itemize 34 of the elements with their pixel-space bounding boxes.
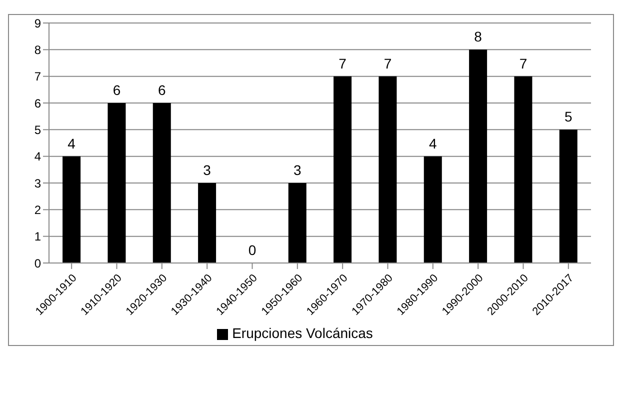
- data-label: 7: [338, 55, 347, 72]
- bar: [559, 130, 578, 263]
- bar: [288, 183, 306, 263]
- data-label: 3: [203, 162, 212, 178]
- y-tick-label: 9: [34, 16, 42, 30]
- y-tick-label: 6: [34, 96, 42, 110]
- data-label: 6: [112, 82, 121, 98]
- y-tick-label: 7: [34, 70, 42, 84]
- bar: [469, 50, 488, 263]
- bar: [378, 76, 397, 263]
- y-tick-label: 3: [34, 176, 42, 190]
- legend-label: Erupciones Volcánicas: [232, 325, 373, 341]
- bar: [424, 156, 442, 263]
- data-label: 5: [564, 108, 572, 125]
- bar: [514, 76, 532, 263]
- bar: [198, 183, 216, 263]
- y-tick-label: 1: [34, 230, 42, 244]
- bar: [334, 76, 352, 263]
- data-label: 7: [519, 55, 528, 72]
- y-tick-label: 8: [34, 42, 42, 57]
- data-label: 6: [158, 82, 166, 98]
- data-label: 4: [428, 135, 437, 152]
- bar: [108, 103, 126, 263]
- data-label: 7: [384, 55, 392, 72]
- y-tick-label: 5: [34, 122, 42, 137]
- bar: [62, 156, 81, 263]
- y-tick-label: 0: [34, 256, 42, 270]
- y-tick-label: 4: [34, 150, 42, 164]
- y-tick-label: 2: [34, 202, 42, 217]
- data-label: 0: [248, 242, 256, 258]
- data-label: 4: [68, 135, 76, 152]
- bar: [152, 103, 171, 263]
- data-label: 8: [474, 28, 482, 45]
- data-label: 3: [293, 162, 302, 178]
